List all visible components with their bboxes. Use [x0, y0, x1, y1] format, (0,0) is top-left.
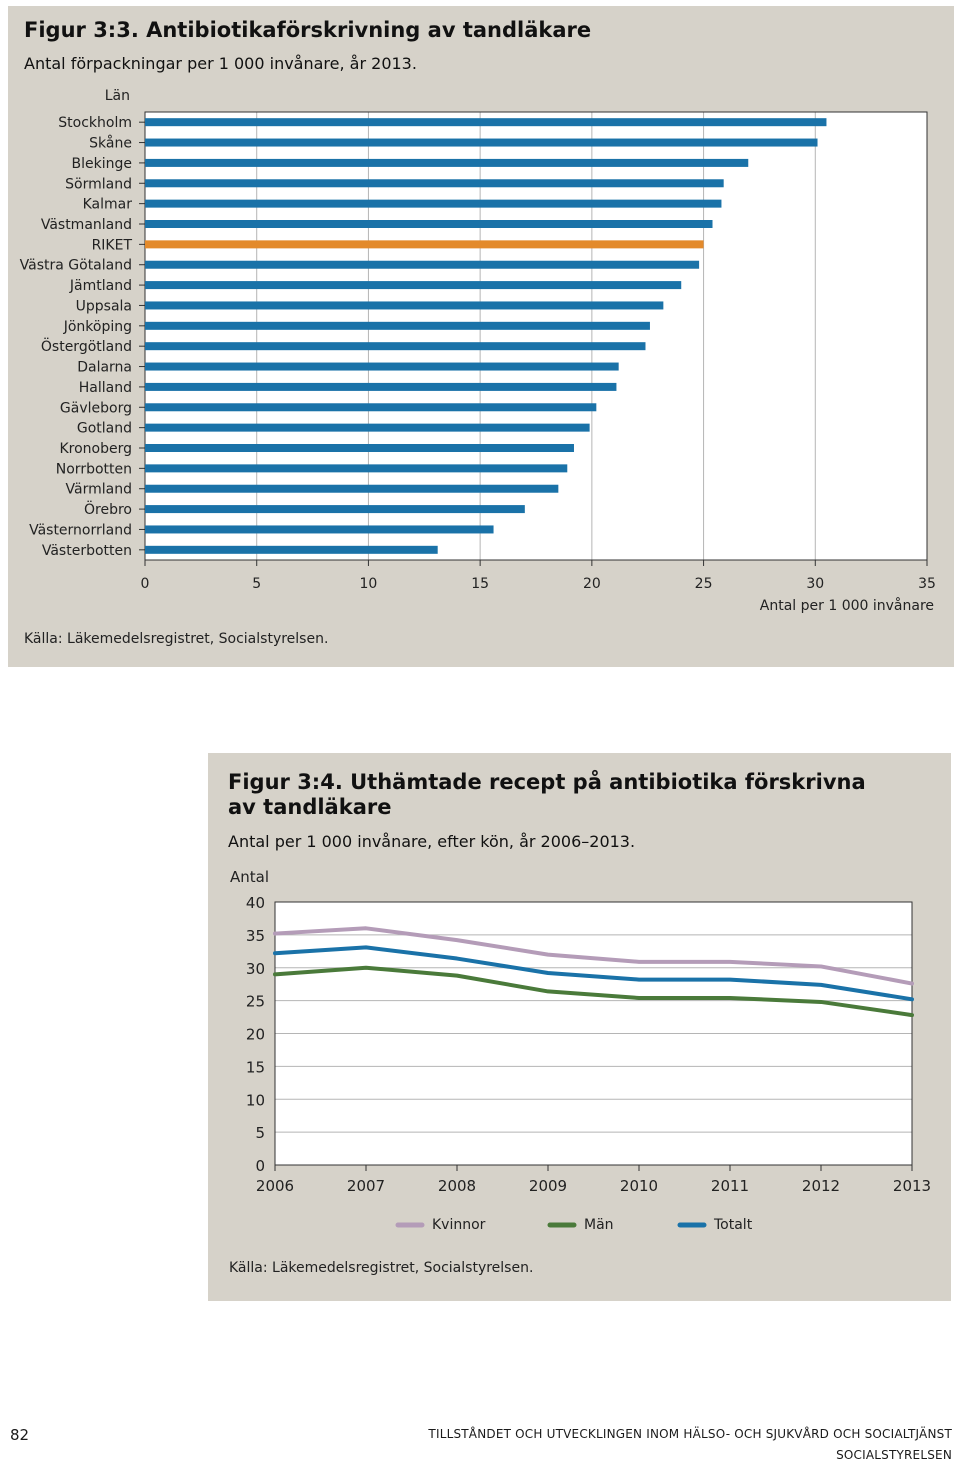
figure1-subtitle: Antal förpackningar per 1 000 invånare, … [24, 54, 417, 73]
bar [145, 220, 713, 228]
category-label: Västra Götaland [20, 258, 132, 274]
x-tick-label: 15 [471, 576, 489, 592]
category-label: Sörmland [65, 176, 132, 192]
figure-3-4-panel: Figur 3:4. Uthämtade recept på antibioti… [208, 753, 951, 1301]
y-axis-title: Antal [230, 868, 269, 886]
y-tick-label: 10 [246, 1091, 265, 1109]
legend-label: Män [584, 1217, 614, 1233]
bar [145, 240, 704, 249]
category-label: Blekinge [72, 156, 132, 172]
x-tick-label: 2007 [347, 1177, 385, 1195]
category-label: Dalarna [77, 360, 132, 376]
figure1-source: Källa: Läkemedelsregistret, Socialstyrel… [24, 631, 329, 647]
bar [145, 260, 700, 269]
bar [145, 118, 827, 127]
series-line-kvinnor [273, 926, 914, 986]
bar [145, 484, 559, 493]
x-tick-label: 10 [360, 576, 378, 592]
y-tick-label: 20 [246, 1026, 265, 1044]
bar [145, 403, 597, 412]
category-label: Jämtland [69, 278, 132, 294]
bar [145, 525, 494, 534]
figure2-subtitle: Antal per 1 000 invånare, efter kön, år … [228, 832, 636, 851]
x-tick-label: 2013 [893, 1177, 931, 1195]
x-tick-label: 35 [918, 576, 936, 592]
figure2-title-line1: Figur 3:4. Uthämtade recept på antibioti… [228, 770, 866, 794]
bar [145, 362, 619, 371]
category-label: Norrbotten [56, 461, 132, 477]
y-tick-label: 40 [246, 894, 265, 912]
category-label: Gotland [77, 421, 132, 437]
figure-3-3-panel: Figur 3:3. Antibiotikaförskrivning av ta… [8, 6, 954, 667]
x-tick-label: 25 [695, 576, 713, 592]
x-tick-label: 2010 [620, 1177, 658, 1195]
series-line-totalt [273, 945, 914, 1002]
plot-area [145, 112, 927, 560]
page-number: 82 [10, 1426, 30, 1444]
x-tick-label: 2011 [711, 1177, 749, 1195]
x-tick-label: 2009 [529, 1177, 567, 1195]
figure2-source: Källa: Läkemedelsregistret, Socialstyrel… [229, 1260, 534, 1276]
y-axis-title: Län [105, 88, 130, 104]
category-label: Värmland [66, 482, 132, 498]
legend-label: Totalt [713, 1217, 753, 1233]
x-tick-label: 2008 [438, 1177, 476, 1195]
legend-label: Kvinnor [432, 1217, 486, 1233]
category-label: Västernorrland [29, 522, 132, 538]
y-tick-label: 25 [246, 993, 265, 1011]
category-label: RIKET [92, 237, 133, 253]
bar [145, 464, 568, 473]
category-label: Gävleborg [60, 400, 132, 416]
category-label: Kronoberg [59, 441, 132, 457]
category-label: Västmanland [41, 217, 132, 233]
y-tick-label: 30 [246, 960, 265, 978]
category-label: Östergötland [41, 337, 132, 355]
x-axis-title: Antal per 1 000 invånare [760, 597, 934, 614]
figure1-title: Figur 3:3. Antibiotikaförskrivning av ta… [24, 18, 592, 42]
y-tick-label: 0 [255, 1157, 265, 1175]
footer-publisher: SOCIALSTYRELSEN [836, 1448, 952, 1462]
category-label: Jönköping [63, 319, 132, 335]
bar-chart: 0 5 10 15 20 25 30 35 Län Stockholm Skåne Blekinge S… [20, 88, 936, 614]
bar [145, 199, 722, 208]
x-tick-label: 5 [252, 576, 261, 592]
line-chart: 0 5 10 15 20 25 30 35 40 Antal 2006 2007 2008 2009 201… [230, 868, 931, 1233]
bar [145, 321, 650, 330]
x-tick-label: 0 [141, 576, 150, 592]
figure2-title-line2: av tandläkare [228, 795, 392, 819]
bar [145, 179, 724, 188]
plot-frame [144, 111, 928, 561]
category-label: Västerbotten [42, 543, 132, 559]
category-label: Skåne [89, 135, 132, 152]
series-line-män [273, 965, 914, 1018]
bar [145, 342, 646, 351]
category-label: Kalmar [83, 197, 133, 213]
bar [145, 158, 749, 167]
bar [145, 505, 525, 514]
bar [145, 138, 818, 147]
x-tick-label: 30 [806, 576, 824, 592]
category-label: Uppsala [76, 298, 132, 314]
y-tick-label: 5 [255, 1124, 265, 1142]
bar [145, 382, 617, 391]
bar [145, 444, 574, 452]
category-label: Örebro [84, 500, 132, 518]
y-tick-label: 35 [246, 927, 265, 945]
y-tick-label: 15 [246, 1058, 265, 1076]
category-label: Halland [79, 380, 132, 396]
bar [145, 301, 664, 310]
bar [145, 545, 438, 554]
bar [145, 423, 590, 432]
footer-report-title: TILLSTÅNDET OCH UTVECKLINGEN INOM HÄLSO-… [428, 1427, 952, 1441]
x-tick-label: 20 [583, 576, 601, 592]
x-tick-label: 2012 [802, 1177, 840, 1195]
bar [145, 281, 682, 290]
x-tick-label: 2006 [256, 1177, 294, 1195]
category-label: Stockholm [58, 115, 132, 131]
plot-frame [274, 901, 913, 1166]
